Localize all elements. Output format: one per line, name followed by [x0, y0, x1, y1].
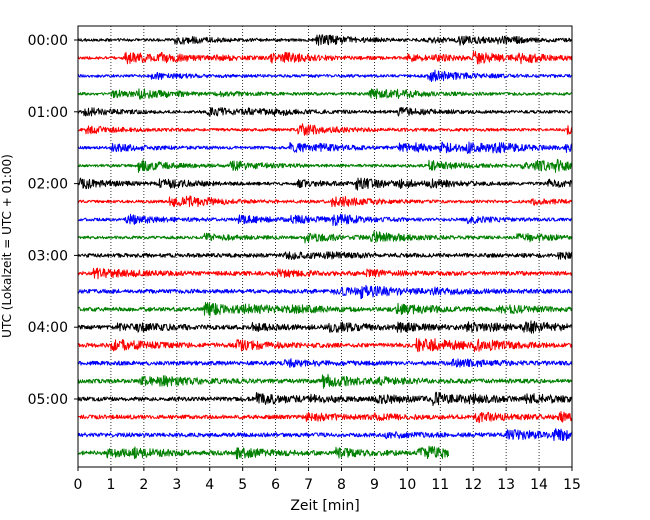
trace-0400 — [77, 320, 573, 334]
y-tick-label: 03:00 — [28, 248, 68, 264]
trace-0215 — [77, 195, 573, 208]
trace-0430 — [77, 358, 573, 368]
trace-0415 — [77, 337, 573, 353]
x-tick-label: 13 — [497, 477, 515, 493]
x-tick-label: 12 — [464, 477, 482, 493]
trace-0330 — [77, 284, 573, 300]
trace-0130 — [77, 141, 573, 154]
y-tick-label: 05:00 — [28, 392, 68, 408]
trace-0500 — [77, 391, 573, 407]
x-tick-label: 15 — [563, 477, 581, 493]
x-tick-label: 9 — [370, 477, 379, 493]
x-tick-label: 6 — [271, 477, 280, 493]
y-tick-label: 02:00 — [28, 177, 68, 193]
trace-0315 — [77, 267, 573, 280]
x-tick-label: 4 — [205, 477, 214, 493]
x-tick-label: 2 — [139, 477, 148, 493]
x-tick-label: 11 — [431, 477, 449, 493]
trace-0000 — [77, 34, 573, 46]
x-axis-ticks: 0 1 2 3 4 5 6 7 8 9 10 11 12 13 14 15 — [74, 467, 581, 493]
y-tick-label: 00:00 — [28, 33, 68, 49]
trace-0115 — [77, 123, 573, 136]
trace-0515 — [77, 411, 573, 423]
trace-0245 — [77, 230, 573, 244]
x-tick-label: 7 — [304, 477, 313, 493]
x-tick-label: 0 — [74, 477, 83, 493]
trace-0045 — [77, 88, 573, 100]
trace-0145 — [77, 158, 573, 173]
trace-0100 — [77, 107, 573, 117]
x-tick-label: 14 — [530, 477, 548, 493]
trace-0445 — [77, 373, 573, 389]
trace-0030 — [77, 69, 573, 83]
trace-0345 — [77, 301, 573, 317]
trace-0530 — [77, 428, 573, 442]
x-tick-label: 5 — [238, 477, 247, 493]
y-tick-label: 01:00 — [28, 105, 68, 121]
trace-0200 — [77, 177, 573, 191]
plot-frame — [77, 25, 573, 468]
x-tick-label: 3 — [172, 477, 181, 493]
x-tick-label: 8 — [337, 477, 346, 493]
x-axis-label: Zeit [min] — [290, 498, 359, 514]
trace-0015 — [77, 50, 573, 65]
trace-0230 — [77, 213, 573, 227]
trace-0300 — [77, 251, 573, 260]
trace-group — [77, 34, 573, 460]
y-axis-label: UTC (Lokalzeit = UTC + 01:00) — [0, 154, 14, 338]
trace-0545 — [77, 445, 449, 460]
y-axis-ticks: 00:00 01:00 02:00 03:00 04:00 05:00 — [28, 33, 78, 408]
y-tick-label: 04:00 — [28, 320, 68, 336]
plot-background — [78, 26, 572, 467]
x-tick-label: 1 — [106, 477, 115, 493]
x-tick-label: 10 — [398, 477, 416, 493]
